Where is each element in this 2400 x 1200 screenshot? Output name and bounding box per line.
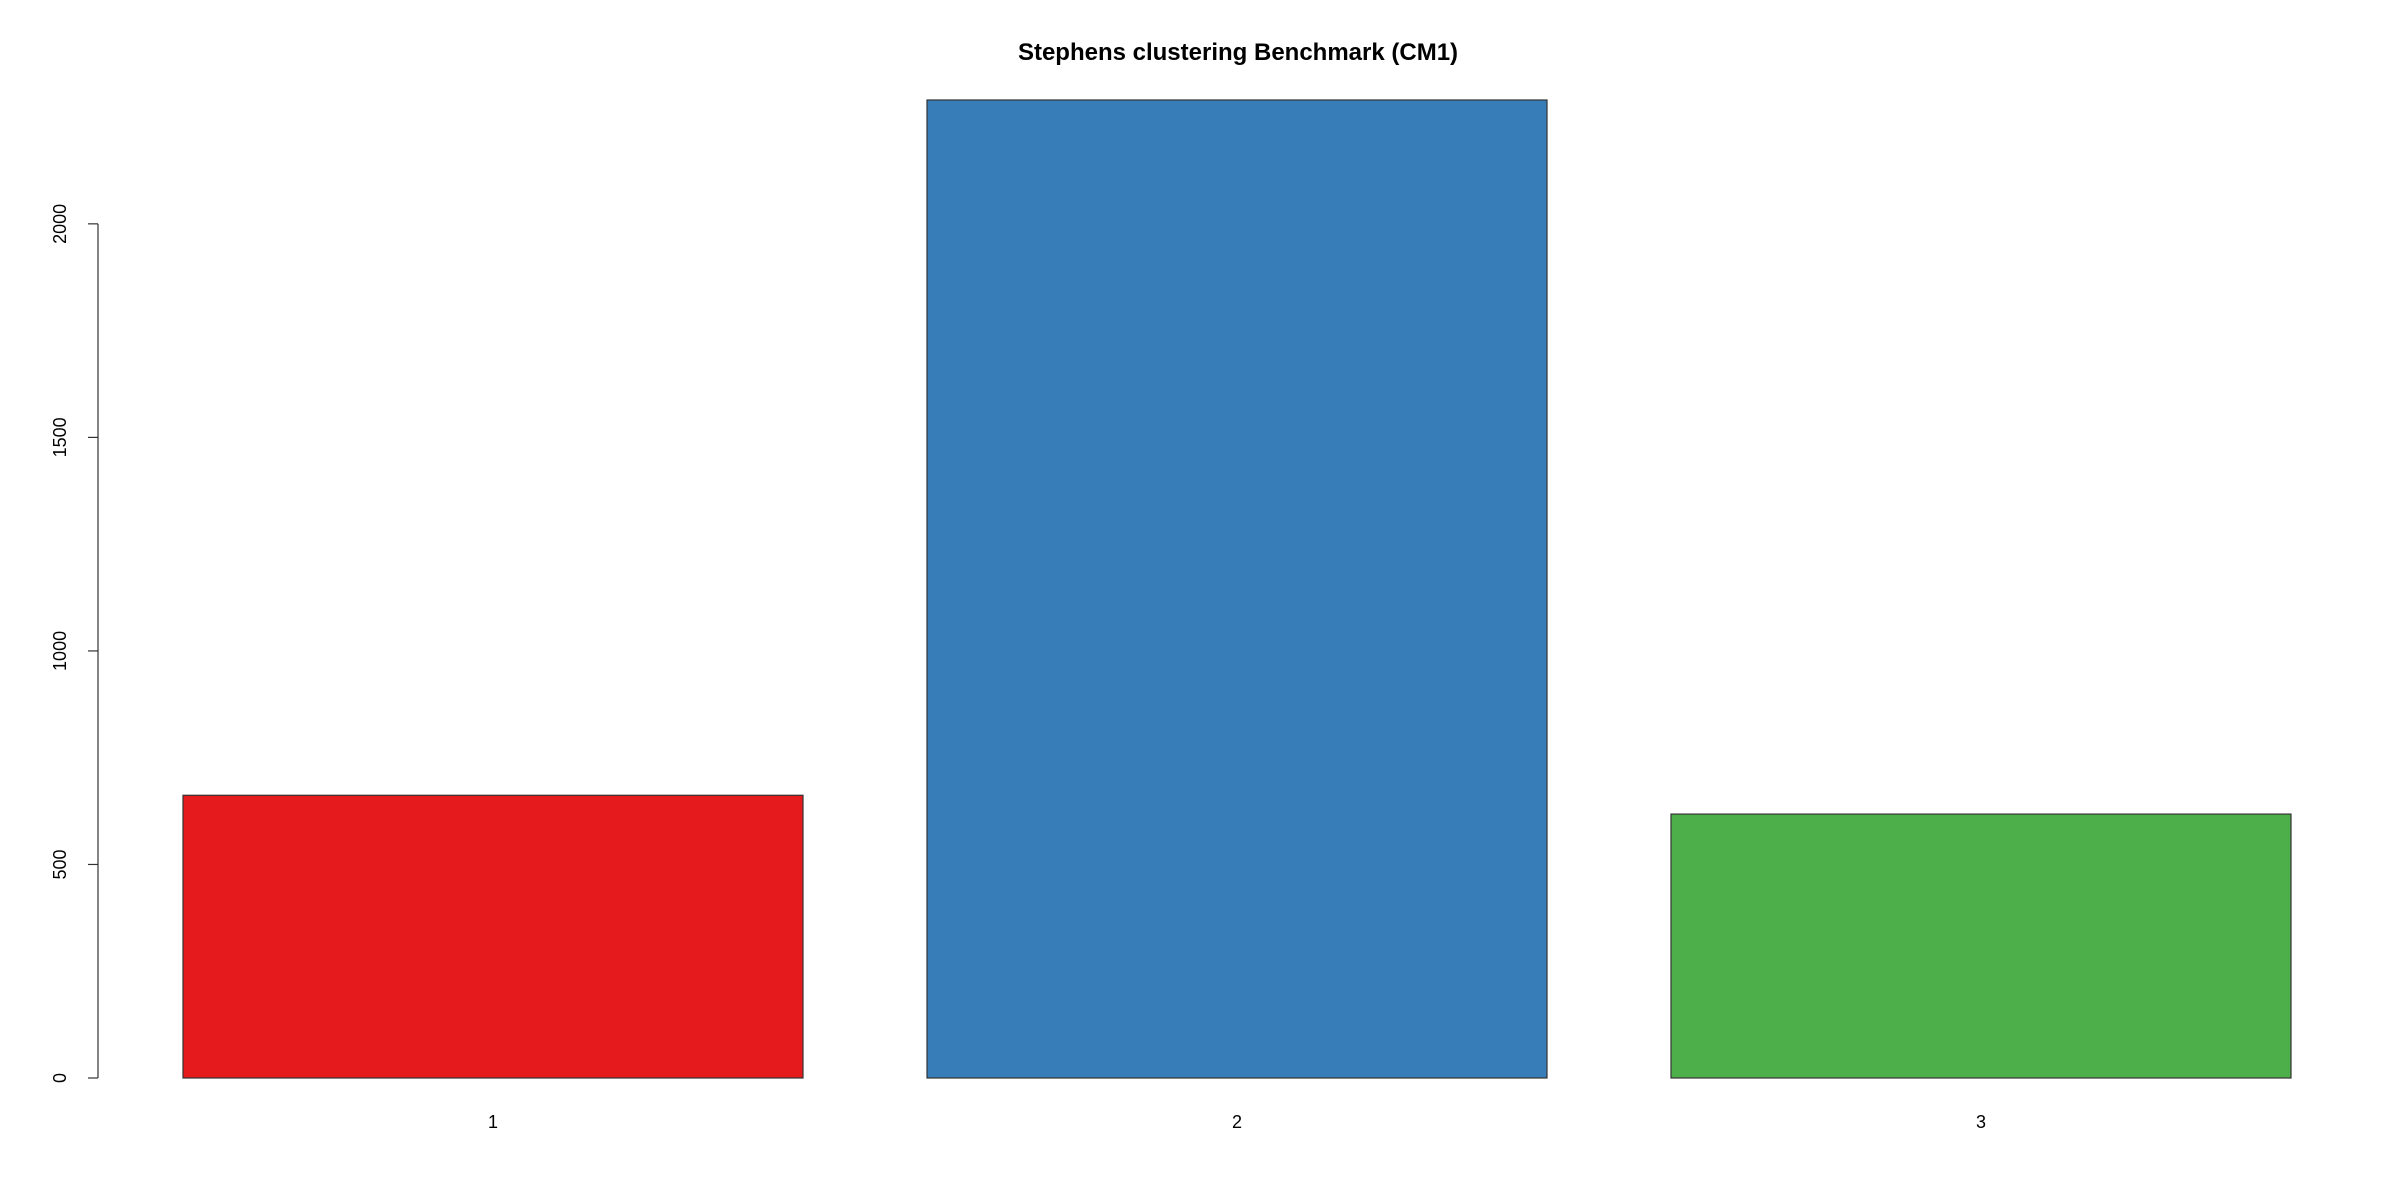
bar-3 [1670, 813, 2292, 1079]
y-tick-label: 1500 [50, 417, 70, 457]
bar-2 [926, 99, 1548, 1079]
chart-title: Stephens clustering Benchmark (CM1) [1018, 39, 1458, 66]
y-tick-label: 500 [50, 849, 70, 879]
y-tick-label: 1000 [50, 631, 70, 671]
y-tick-label: 2000 [50, 204, 70, 244]
bars [182, 99, 2292, 1079]
y-tick-label: 0 [50, 1073, 70, 1083]
x-axis-labels: 1 2 3 [488, 1112, 1986, 1132]
x-tick-label: 1 [488, 1112, 498, 1132]
bar-1 [182, 794, 804, 1079]
y-axis: 0 500 1000 1500 2000 [50, 204, 99, 1083]
x-tick-label: 3 [1976, 1112, 1986, 1132]
x-tick-label: 2 [1232, 1112, 1242, 1132]
